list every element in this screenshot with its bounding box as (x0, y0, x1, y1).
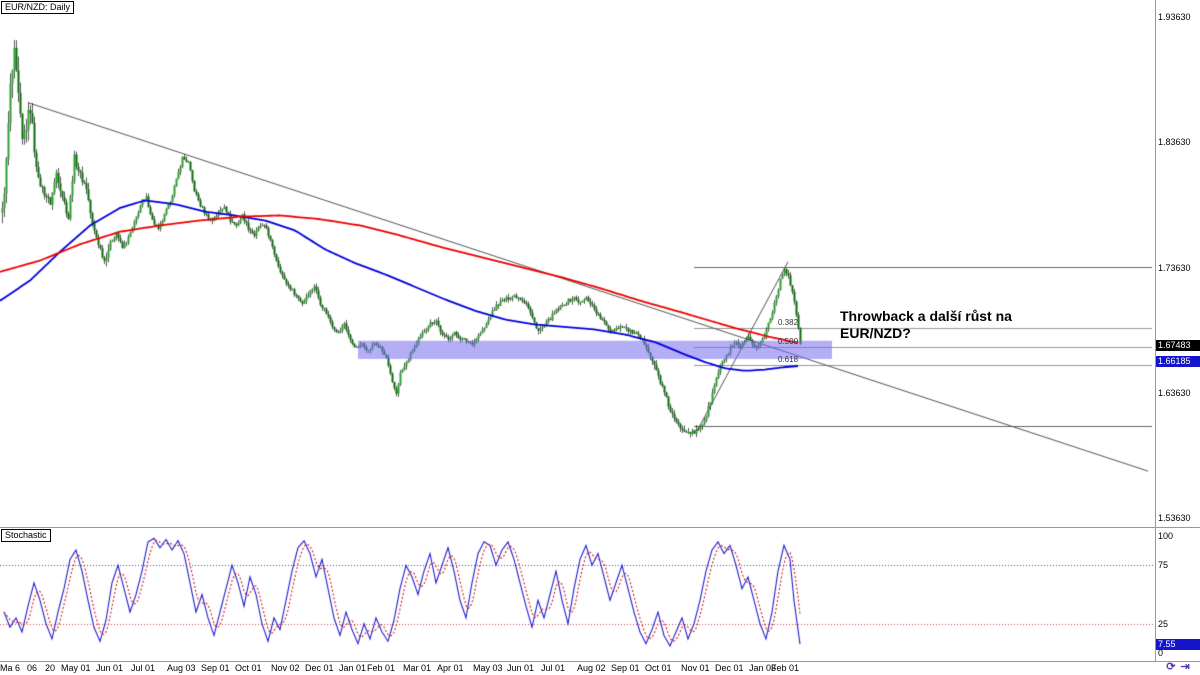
annotation-line2: EUR/NZD? (840, 325, 911, 341)
date-label: Jun 01 (96, 663, 124, 673)
price-tick: 1.83630 (1158, 137, 1191, 148)
annotation-line1: Throwback a další růst na (840, 308, 1012, 324)
axis-separator-vertical (1155, 0, 1156, 662)
price-chart-canvas[interactable] (0, 0, 1155, 527)
stochastic-canvas[interactable] (0, 528, 1155, 661)
indicator-label: Stochastic (1, 529, 51, 542)
date-label: Ma 6 (0, 663, 21, 673)
symbol-label-text: EUR/NZD: Daily (5, 2, 71, 12)
date-axis[interactable]: Ma 6 06 20 May 01 Jun 01 Jul 01 Aug 03 Sep 01 Oc… (0, 663, 1200, 675)
autoscroll-icon[interactable]: ⟳ (1166, 661, 1176, 673)
chart-corner-controls: ⟳ ⇥ (1156, 661, 1200, 675)
stochastic-tick: 100 (1158, 531, 1174, 541)
pane-separator (0, 527, 1200, 528)
date-label: Dec 01 (715, 663, 744, 673)
chart-shift-icon[interactable]: ⇥ (1180, 661, 1190, 673)
date-label: Sep 01 (611, 663, 640, 673)
date-label: 20 (45, 663, 56, 673)
date-label: Oct 01 (235, 663, 262, 673)
date-label: Sep 01 (201, 663, 230, 673)
stochastic-tick: 25 (1158, 618, 1169, 629)
current-price-badge: 1.67483 (1156, 339, 1200, 351)
date-label: Nov 02 (271, 663, 300, 673)
date-label: Jul 01 (131, 663, 156, 673)
date-label: Jul 01 (541, 663, 566, 673)
date-label: Oct 01 (645, 663, 672, 673)
date-axis-separator (0, 661, 1200, 662)
date-label: Jan 03 (749, 663, 777, 673)
price-tick: 1.63630 (1158, 388, 1191, 399)
date-label: Apr 01 (437, 663, 464, 673)
price-tick: 1.73630 (1158, 262, 1191, 273)
fib-level-label: 0.500 (778, 336, 799, 346)
date-label: Jan 01 (339, 663, 367, 673)
date-label: Feb 01 (367, 663, 396, 673)
date-label: 06 (27, 663, 38, 673)
chart-annotation: Throwback a další růst na EUR/NZD? (840, 308, 1012, 342)
indicator-label-text: Stochastic (5, 530, 47, 540)
date-label: May 03 (473, 663, 503, 673)
stochastic-axis[interactable]: 7.55 100 75 25 0 (1156, 528, 1200, 661)
price-tick: 1.53630 (1158, 513, 1191, 524)
bid-price-badge: 1.66185 (1156, 356, 1200, 367)
stochastic-value-badge: 7.55 (1156, 639, 1200, 651)
date-label: Dec 01 (305, 663, 334, 673)
date-label: Jun 01 (507, 663, 535, 673)
date-label: Aug 02 (577, 663, 606, 673)
price-axis[interactable]: 1.67483 1.66185 1.93630 1.83630 1.73630 1.6… (1156, 0, 1200, 527)
price-tick: 1.93630 (1158, 12, 1191, 23)
stochastic-tick: 0 (1158, 648, 1164, 658)
symbol-label: EUR/NZD: Daily (1, 1, 75, 14)
date-label: Nov 01 (681, 663, 710, 673)
date-label: May 01 (61, 663, 91, 673)
date-label: Aug 03 (167, 663, 196, 673)
date-label: Feb 01 (771, 663, 800, 673)
stochastic-tick: 75 (1158, 560, 1169, 571)
date-label: Mar 01 (403, 663, 432, 673)
fib-level-label: 0.618 (778, 355, 799, 365)
fib-level-label: 0.382 (778, 318, 799, 327)
